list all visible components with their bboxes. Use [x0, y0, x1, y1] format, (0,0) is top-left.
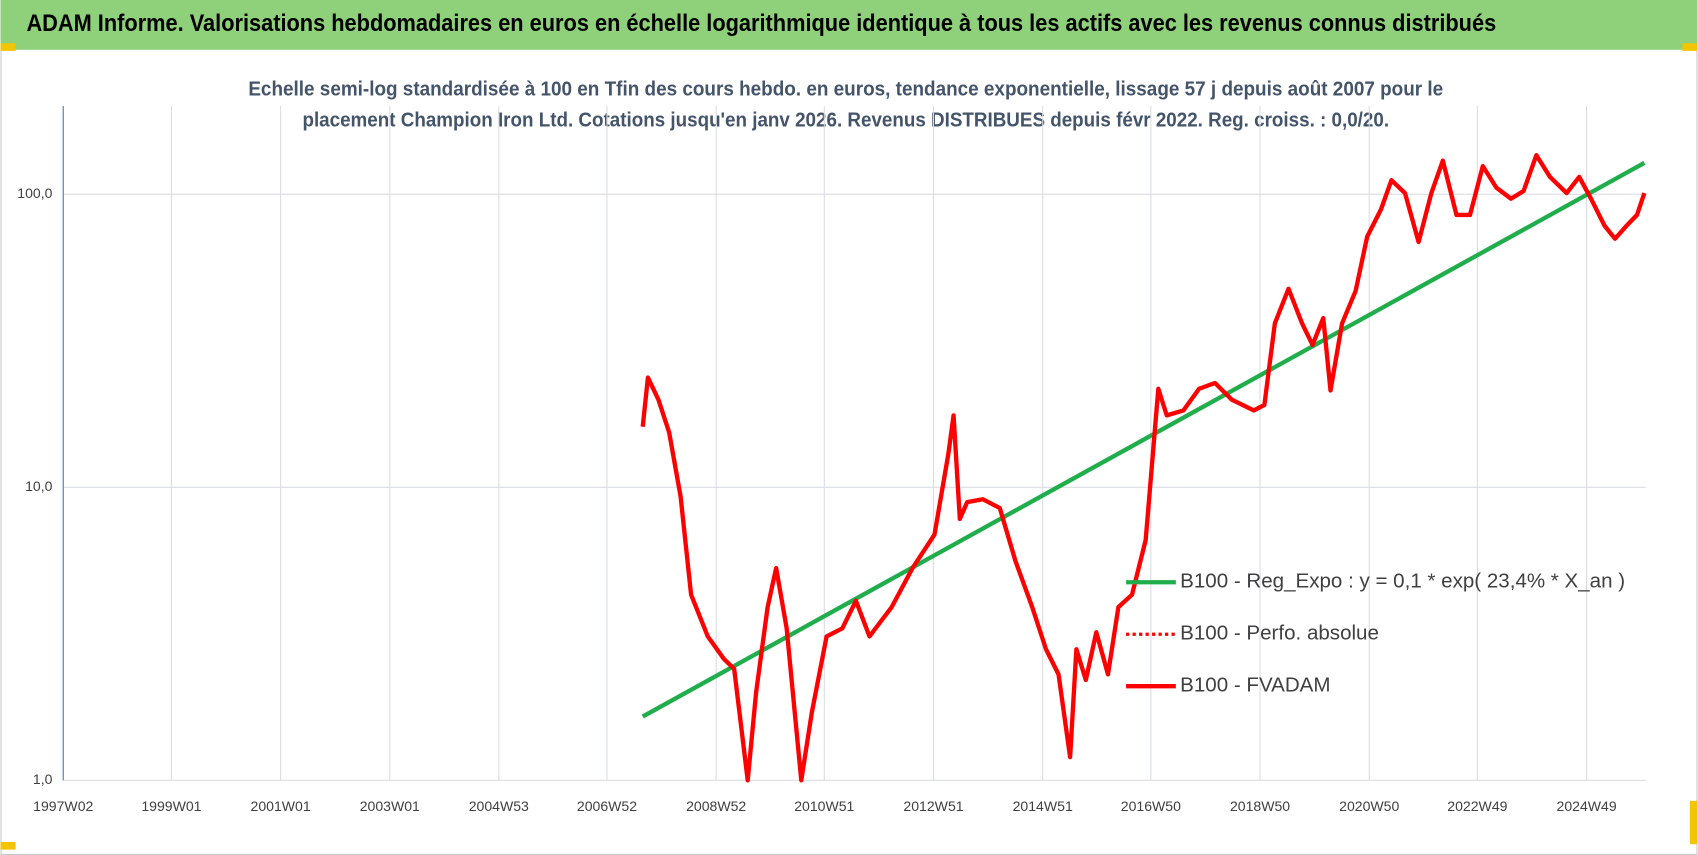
- x-tick-label: 2020W50: [1339, 798, 1399, 814]
- corner-mark: [0, 842, 16, 850]
- x-tick-label: 1997W02: [33, 798, 93, 814]
- x-tick-label: 2018W50: [1230, 798, 1290, 814]
- x-tick-label: 2008W52: [686, 798, 746, 814]
- x-tick-label: 2012W51: [903, 798, 963, 814]
- chart-subtitle: placement Champion Iron Ltd. Cotations j…: [302, 109, 1389, 132]
- corner-mark: [1689, 800, 1698, 845]
- y-tick-label: 10,0: [25, 478, 53, 494]
- legend-label: B100 - Perfo. absolue: [1180, 622, 1379, 645]
- grid: 1,0 10,0 100,0 1997W02 1999W01 2001W01 2003W01…: [17, 106, 1646, 814]
- x-tick-label: 2024W49: [1557, 798, 1617, 814]
- x-tick-label: 2003W01: [360, 798, 420, 814]
- x-tick-label: 2004W53: [469, 798, 529, 814]
- y-tick-label: 1,0: [33, 771, 53, 787]
- x-tick-label: 2006W52: [577, 798, 637, 814]
- corner-mark: [0, 43, 16, 51]
- plot: [640, 153, 1647, 783]
- title-bar: [0, 0, 1698, 50]
- data-line: [640, 153, 1647, 783]
- chart-subtitle: Echelle semi-log standardisée à 100 en T…: [248, 77, 1443, 100]
- y-tick-label: 100,0: [17, 185, 52, 201]
- x-tick-label: 2022W49: [1447, 798, 1507, 814]
- legend-label: B100 - FVADAM: [1180, 674, 1330, 697]
- x-tick-label: 2001W01: [251, 798, 311, 814]
- x-tick-label: 2010W51: [794, 798, 854, 814]
- data-line: [641, 160, 1646, 719]
- x-tick-label: 2016W50: [1121, 798, 1181, 814]
- x-tick-label: 2014W51: [1013, 798, 1073, 814]
- chart-title: ADAM Informe. Valorisations hebdomadaire…: [26, 10, 1496, 37]
- corner-mark: [1682, 43, 1698, 51]
- legend-label: B100 - Reg_Expo : y = 0,1 * exp( 23,4% *…: [1180, 570, 1625, 593]
- x-tick-label: 1999W01: [141, 798, 201, 814]
- legend: B100 - Reg_Expo : y = 0,1 * exp( 23,4% *…: [1126, 570, 1625, 697]
